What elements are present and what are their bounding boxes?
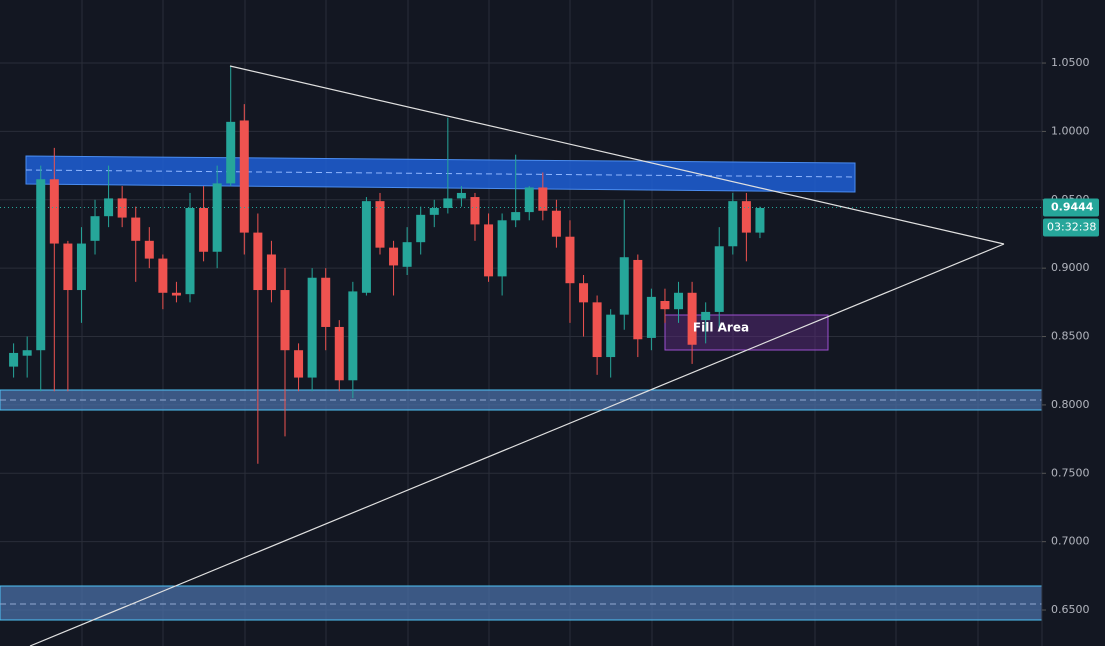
candle-body — [551, 210, 561, 237]
candle-body — [144, 240, 154, 259]
candle-body — [131, 217, 141, 241]
candle-body — [49, 179, 59, 244]
candle-body — [334, 326, 344, 381]
y-tick-label: 0.6500 — [1051, 603, 1090, 616]
candles — [0, 65, 1042, 464]
candle-body — [280, 290, 290, 351]
trend-lines — [29, 65, 1005, 646]
candle-body — [307, 277, 317, 378]
candle-body — [660, 300, 670, 310]
candle-body — [619, 257, 629, 315]
candle-body — [294, 350, 304, 378]
candle-body — [633, 259, 643, 340]
candle-body — [606, 314, 616, 358]
candle-body — [185, 207, 195, 295]
y-tick-label: 0.8500 — [1051, 330, 1090, 343]
annotation: Fill Area — [693, 321, 749, 335]
candle-body — [497, 220, 507, 277]
y-tick-label: 0.7000 — [1051, 535, 1090, 548]
last-price-label: 0.9444 — [1051, 200, 1094, 213]
candle-body — [524, 187, 534, 213]
candle-body — [266, 254, 276, 291]
zone-midline — [25, 169, 856, 178]
candle-body — [646, 296, 656, 338]
candle-body — [402, 242, 412, 267]
candle-body — [226, 121, 236, 184]
candle-body — [63, 243, 73, 291]
candle-body — [199, 207, 209, 252]
candle-body — [9, 352, 19, 367]
candle-body — [375, 201, 385, 248]
trend-line — [229, 65, 1005, 245]
candle-body — [470, 197, 480, 225]
countdown-label: 03:32:38 — [1047, 220, 1096, 233]
candle-body — [592, 302, 602, 358]
candle-body — [76, 243, 86, 291]
y-tick-label: 1.0500 — [1051, 56, 1090, 69]
candle-body — [239, 120, 249, 233]
candle-body — [429, 207, 439, 215]
candle-body — [416, 214, 426, 243]
candle-body — [484, 224, 494, 277]
candle-body — [456, 192, 466, 199]
candle-body — [361, 201, 371, 293]
candle-body — [714, 246, 724, 312]
candle-body — [389, 247, 399, 266]
candle-body — [728, 201, 738, 247]
candle-body — [321, 277, 331, 327]
candle-body — [253, 232, 263, 291]
last-price-badge — [1043, 198, 1099, 217]
trend-line — [29, 243, 1005, 646]
candle-body — [687, 292, 697, 345]
price-axis — [1042, 0, 1105, 646]
candle-body — [579, 283, 589, 303]
axis-labels: 1.05001.00000.95000.90000.85000.80000.75… — [1042, 56, 1099, 616]
candle-body — [36, 179, 46, 351]
candle-body — [348, 291, 358, 381]
candle-body — [443, 198, 453, 208]
candle-body — [741, 201, 751, 233]
candle-body — [22, 350, 32, 356]
candle-body — [212, 183, 222, 252]
candle-body — [90, 216, 100, 241]
candle-body — [674, 292, 684, 310]
candle-body — [538, 187, 548, 211]
candle-body — [701, 311, 711, 321]
candle-body — [117, 198, 127, 218]
support-zone — [0, 585, 1043, 621]
y-tick-label: 0.9000 — [1051, 261, 1090, 274]
countdown-badge — [1043, 218, 1099, 237]
y-tick-label: 0.8000 — [1051, 398, 1090, 411]
candle-body — [565, 236, 575, 284]
candle-body — [755, 207, 765, 233]
candle-body — [171, 292, 181, 296]
candle-body — [158, 258, 168, 293]
y-tick-label: 0.7500 — [1051, 466, 1090, 479]
candle-body — [511, 212, 521, 221]
y-tick-label: 1.0000 — [1051, 124, 1090, 137]
